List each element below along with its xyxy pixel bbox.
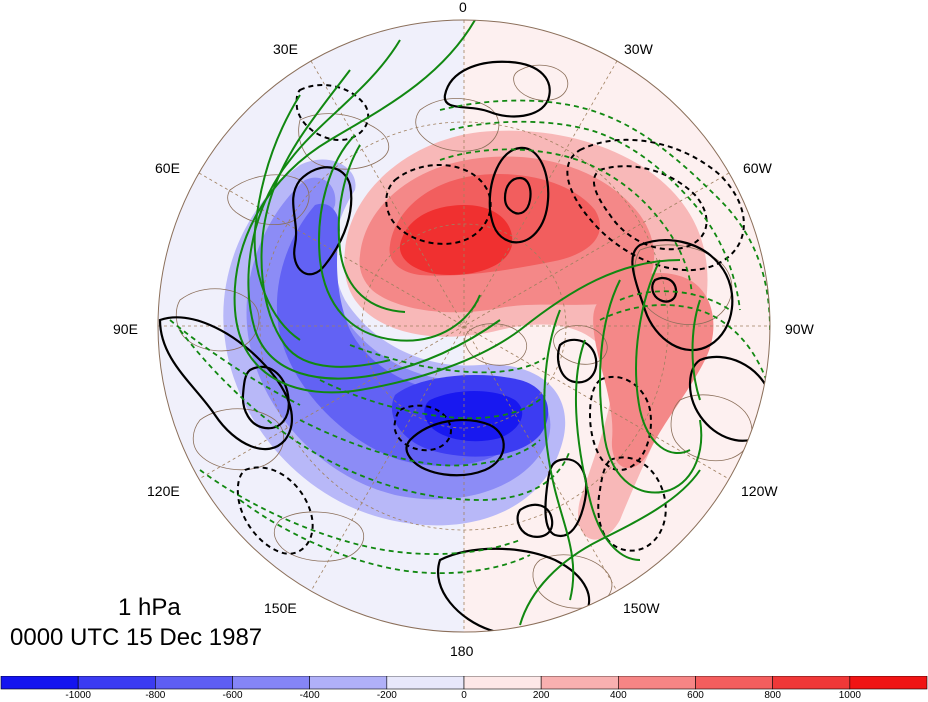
lon-label-60w: 60W (743, 160, 772, 176)
colorbar-swatch (386, 676, 465, 690)
black-dashed-contours (236, 84, 745, 555)
lon-label-90e: 90E (113, 321, 138, 337)
lon-label-30e: 30E (273, 41, 298, 57)
colorbar-swatch (77, 676, 156, 690)
lon-label-120e: 120E (147, 483, 180, 499)
lon-label-30w: 30W (624, 41, 653, 57)
colorbar-swatch (463, 676, 542, 690)
lon-label-150e: 150E (264, 600, 297, 616)
colorbar-tick-label: -400 (299, 690, 320, 701)
colorbar-swatch (540, 676, 619, 690)
colorbar-tick-label: -800 (145, 690, 166, 701)
lon-label-150w: 150W (623, 600, 660, 616)
black-solid-contours (158, 60, 770, 632)
negative-anomaly-core3 (424, 391, 523, 442)
level-title: 1 hPa (118, 594, 181, 621)
colorbar-swatch (618, 676, 696, 690)
colorbar-tick-label: 800 (764, 690, 781, 701)
map-disk (158, 20, 770, 632)
positive-anomaly-core2 (399, 205, 513, 275)
colorbar-tick-label: -200 (376, 690, 397, 701)
lon-label-120w: 120W (741, 483, 778, 499)
lon-label-180: 180 (450, 643, 474, 659)
lon-label-60e: 60E (155, 160, 180, 176)
green-dashed-contours (169, 99, 770, 575)
lon-label-0: 0 (459, 0, 467, 15)
map-border (157, 19, 771, 633)
colorbar-swatch (155, 676, 233, 690)
colorbar-tick-label: 0 (461, 690, 467, 701)
positive-anomaly-east-lobe (593, 272, 714, 469)
colorbar-tick-label: 400 (609, 690, 627, 701)
colorbar-swatch (849, 676, 928, 690)
colorbar-tick-label: 600 (687, 690, 704, 701)
colorbar-swatch (0, 676, 79, 690)
polar-stereographic-map (157, 19, 771, 633)
datetime-title: 0000 UTC 15 Dec 1987 (10, 624, 263, 651)
colorbar-tick-label: 200 (532, 690, 550, 701)
lon-label-90w: 90W (785, 321, 814, 337)
colorbar-swatch (772, 676, 851, 690)
colorbar-swatch (232, 676, 310, 690)
colorbar-tick-label: 1000 (838, 690, 861, 701)
colorbar (0, 676, 928, 690)
green-solid-contours (233, 20, 703, 626)
colorbar-tick-label: -600 (222, 690, 243, 701)
colorbar-tick-label: -1000 (65, 690, 91, 701)
colorbar-swatch (695, 676, 773, 690)
colorbar-swatch (309, 676, 388, 690)
graticule (158, 20, 770, 632)
